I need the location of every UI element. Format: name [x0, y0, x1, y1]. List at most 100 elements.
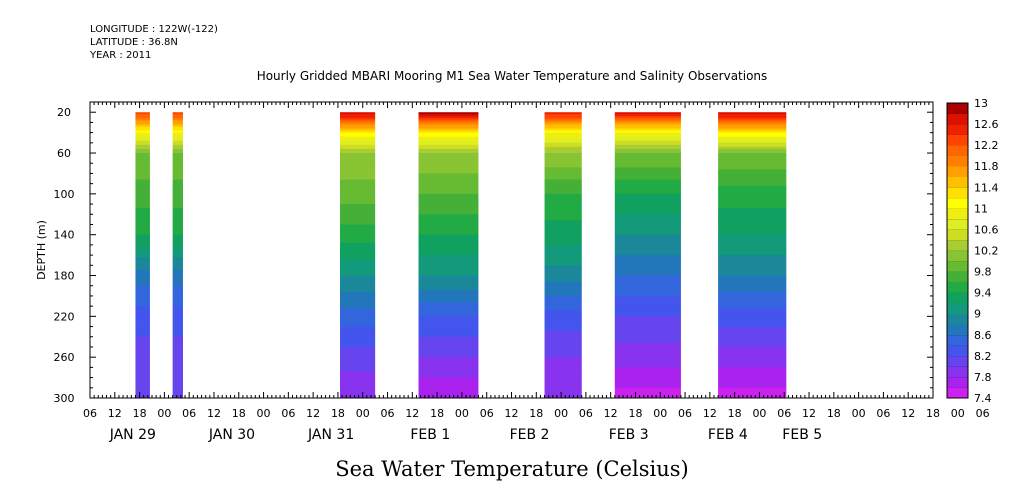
- temperature-cell: [172, 346, 183, 350]
- colorbar-swatch: [947, 376, 968, 388]
- temperature-cell: [614, 246, 681, 250]
- temperature-cell: [340, 116, 376, 119]
- temperature-cell: [544, 208, 582, 211]
- temperature-cell: [340, 208, 376, 211]
- temperature-cell: [718, 351, 787, 354]
- temperature-cell: [340, 126, 376, 129]
- temperature-cell: [544, 134, 582, 138]
- temperature-cell: [172, 340, 183, 344]
- temperature-cell: [172, 275, 183, 278]
- temperature-cell: [418, 389, 479, 393]
- temperature-cell: [544, 148, 582, 152]
- temperature-cell: [418, 185, 479, 189]
- temperature-cell: [340, 289, 376, 293]
- temperature-cell: [544, 199, 582, 203]
- colorbar-swatch: [947, 250, 968, 262]
- temperature-cell: [135, 144, 150, 148]
- temperature-cell: [614, 330, 681, 334]
- temperature-cell: [544, 232, 582, 236]
- temperature-cell: [340, 336, 376, 340]
- temperature-cell: [614, 146, 681, 150]
- temperature-cell: [135, 169, 150, 172]
- temperature-cell: [172, 195, 183, 199]
- temperature-cell: [718, 181, 787, 185]
- colorbar-swatch: [947, 313, 968, 325]
- temperature-cell: [340, 361, 376, 364]
- temperature-cell: [418, 242, 479, 246]
- temperature-cell: [418, 255, 479, 258]
- temperature-cell: [340, 359, 376, 362]
- temperature-cell: [718, 279, 787, 283]
- temperature-cell: [544, 132, 582, 136]
- temperature-cell: [418, 342, 479, 346]
- temperature-cell: [418, 306, 479, 309]
- temperature-cell: [418, 334, 479, 338]
- temperature-cell: [418, 210, 479, 213]
- temperature-cell: [340, 206, 376, 209]
- temperature-cell: [718, 251, 787, 254]
- latitude-label: LATITUDE : 36.8N: [90, 37, 178, 48]
- temperature-cell: [544, 242, 582, 246]
- temperature-cell: [544, 277, 582, 280]
- temperature-cell: [172, 330, 183, 334]
- temperature-cell: [614, 318, 681, 321]
- temperature-cell: [614, 357, 681, 360]
- colorbar-swatch: [947, 134, 968, 146]
- temperature-cell: [135, 130, 150, 134]
- temperature-cell: [614, 381, 681, 385]
- colorbar-swatch: [947, 103, 968, 114]
- temperature-cell: [544, 222, 582, 225]
- temperature-cell: [544, 355, 582, 358]
- temperature-cell: [614, 230, 681, 234]
- temperature-cell: [418, 314, 479, 317]
- temperature-cell: [418, 214, 479, 217]
- temperature-cell: [544, 251, 582, 254]
- temperature-cell: [172, 206, 183, 209]
- temperature-cell: [418, 320, 479, 323]
- temperature-cell: [340, 275, 376, 278]
- temperature-cell: [172, 157, 183, 160]
- temperature-cell: [135, 128, 150, 131]
- temperature-cell: [718, 342, 787, 346]
- x-tick-label: 06: [182, 407, 196, 420]
- temperature-cell: [418, 251, 479, 254]
- temperature-cell: [172, 357, 183, 360]
- temperature-cell: [172, 369, 183, 372]
- temperature-cell: [172, 308, 183, 311]
- variable-label: Sea Water Temperature (Celsius): [335, 457, 689, 481]
- temperature-cell: [135, 259, 150, 262]
- temperature-cell: [718, 199, 787, 203]
- temperature-cell: [544, 175, 582, 178]
- temperature-cell: [172, 324, 183, 327]
- temperature-cell: [718, 387, 787, 391]
- temperature-cell: [614, 306, 681, 309]
- temperature-cell: [718, 285, 787, 289]
- temperature-cell: [418, 136, 479, 140]
- colorbar-swatch: [947, 155, 968, 167]
- temperature-cell: [544, 202, 582, 205]
- temperature-cell: [418, 169, 479, 172]
- temperature-cell: [718, 377, 787, 381]
- temperature-cell: [718, 210, 787, 213]
- temperature-cell: [340, 175, 376, 178]
- temperature-cell: [544, 383, 582, 387]
- x-tick-label: 06: [976, 407, 990, 420]
- temperature-cell: [172, 371, 183, 374]
- temperature-cell: [614, 312, 681, 315]
- temperature-cell: [544, 169, 582, 172]
- temperature-cell: [172, 269, 183, 272]
- temperature-cell: [544, 387, 582, 391]
- temperature-cell: [340, 320, 376, 323]
- temperature-cell: [135, 251, 150, 254]
- temperature-cell: [718, 222, 787, 225]
- x-tick-label: 06: [480, 407, 494, 420]
- temperature-cell: [172, 306, 183, 309]
- temperature-cell: [172, 181, 183, 185]
- temperature-cell: [340, 295, 376, 299]
- temperature-cell: [718, 344, 787, 348]
- temperature-cell: [340, 367, 376, 370]
- temperature-cell: [614, 187, 681, 191]
- temperature-cell: [418, 346, 479, 350]
- temperature-cell: [172, 349, 183, 352]
- temperature-cell: [135, 312, 150, 315]
